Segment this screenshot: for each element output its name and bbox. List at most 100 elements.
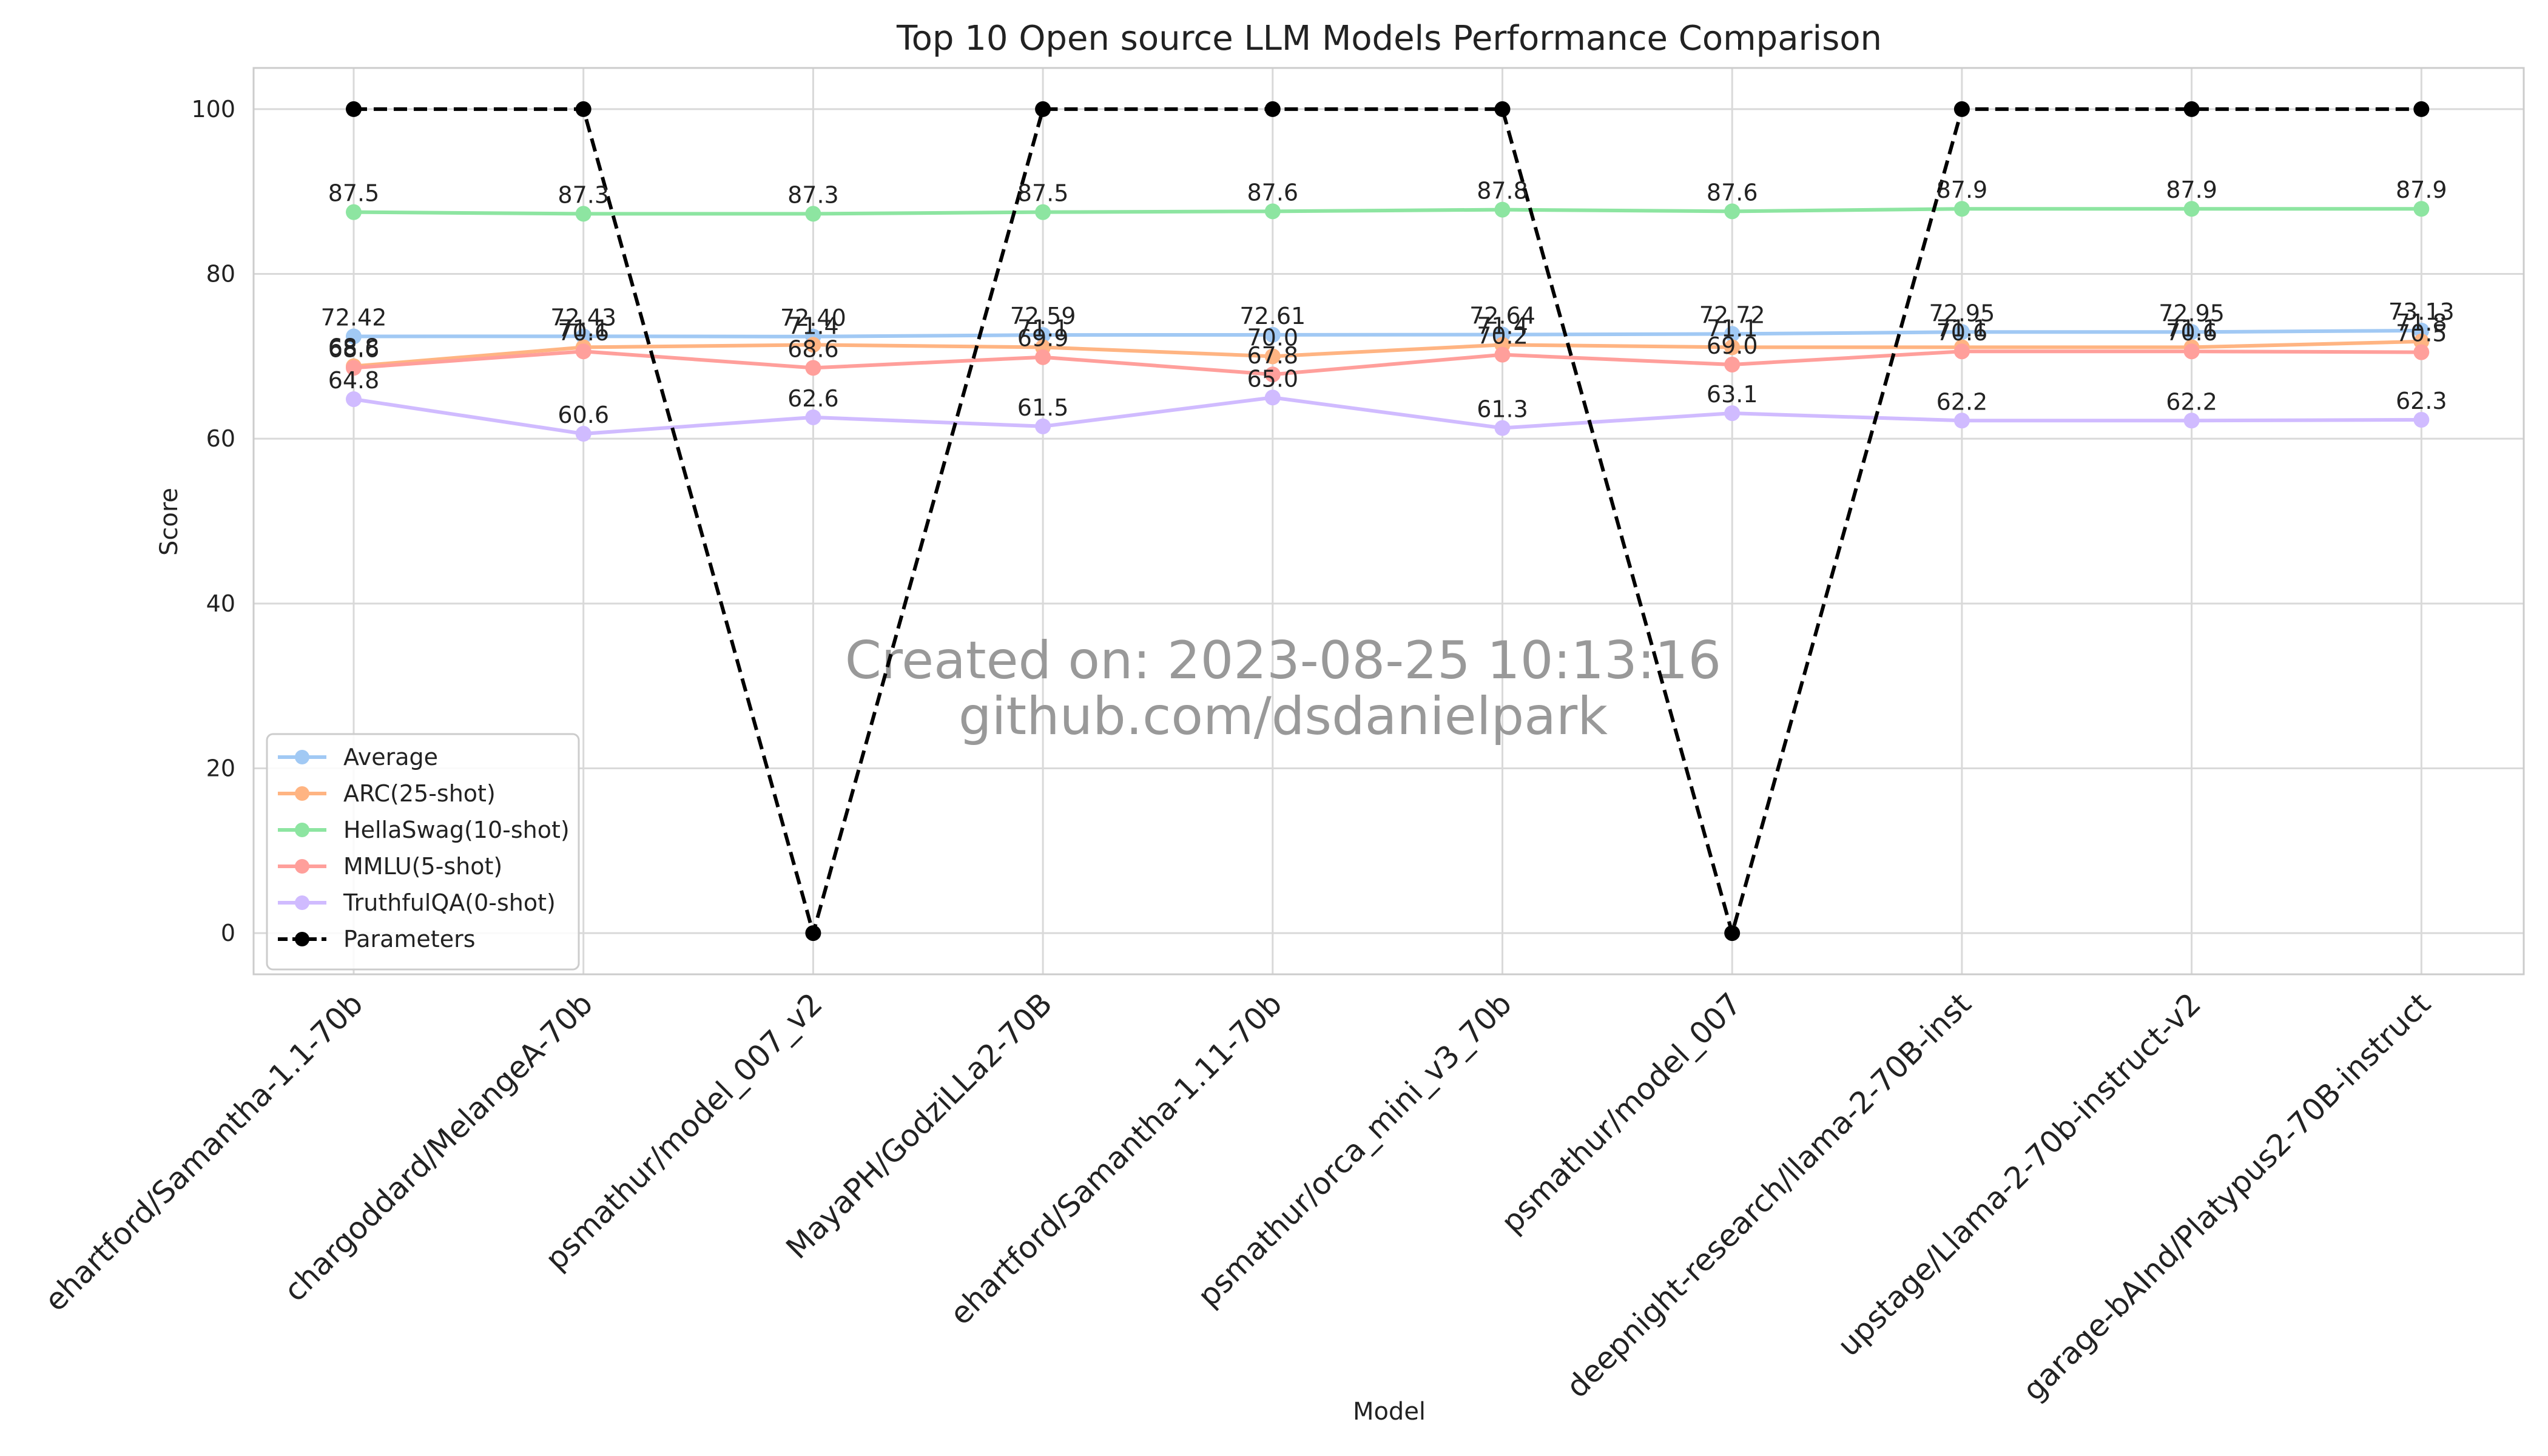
watermark-text: github.com/dsdanielpark [959,686,1608,747]
x-axis-ticks: ehartford/Samantha-1.1-70bchargoddard/Me… [38,986,2438,1407]
data-point [1953,324,1970,340]
data-point [805,337,821,353]
data-point [2183,324,2200,340]
data-label: 87.6 [1247,179,1298,206]
data-label: 71.1 [2166,315,2217,342]
legend-swatch-marker [295,750,309,764]
data-label: 72.61 [1239,303,1306,329]
data-point [805,360,821,376]
data-label: 68.8 [328,334,380,361]
data-point [2183,413,2200,429]
y-axis-label: Score [155,488,183,556]
data-label: 62.2 [2166,388,2217,415]
data-label: 87.3 [787,181,839,208]
data-labels: 72.42 72.43 72.40 72.59 72.61 72.64 72.72 72.95… [321,177,2455,428]
data-label: 61.5 [1017,394,1069,421]
legend-swatch-marker [295,823,309,837]
y-tick-label: 100 [191,96,235,123]
series-line [353,339,2422,368]
data-label: 87.6 [1707,179,1758,206]
data-label: 62.6 [787,385,839,412]
data-point [805,409,821,425]
legend-item: Parameters [278,926,476,952]
series-line [353,396,2422,436]
data-label: 87.8 [1477,178,1528,204]
data-point [575,426,592,442]
data-label: 72.64 [1469,303,1535,329]
x-tick-label: garage-bAInd/Platypus2-70B-instruct [2016,986,2438,1407]
legend-item: TruthfulQA(0-shot) [278,889,556,916]
data-point [1035,349,1051,365]
y-axis-ticks: 0 20 40 60 80 100 [191,96,235,946]
legend-swatch-marker [295,859,309,874]
data-point [1264,389,1281,406]
x-tick-label: psmathur/model_007_v2 [538,986,829,1276]
series-line [353,349,2422,377]
data-label: 72.40 [780,305,846,331]
data-point [575,101,592,117]
data-label: 70.6 [1936,319,1988,346]
data-point [346,204,362,220]
x-tick-label: MayaPH/GodziLLa2-70B [780,986,1059,1266]
legend: Average ARC(25-shot) HellaSwag(10-shot) MML… [266,733,580,971]
data-label: 70.6 [2166,319,2217,346]
data-point [1724,203,1741,220]
legend-label: MMLU(5-shot) [343,853,502,880]
chart-title: Top 10 Open source LLM Models Performanc… [896,19,1882,58]
series-truthfulqa-0-shot- [346,389,2430,442]
data-label: 71.4 [787,312,839,339]
y-tick-label: 20 [206,755,235,781]
series-average [346,322,2430,345]
data-label: 72.72 [1699,302,1765,328]
data-point [1035,418,1051,434]
data-point [1264,203,1281,220]
data-point [1264,326,1281,343]
y-tick-label: 80 [206,261,235,288]
data-point [2413,344,2430,360]
data-point [805,206,821,222]
data-label: 72.59 [1010,303,1076,329]
watermark: Created on: 2023-08-25 10:13:16github.co… [845,630,1722,747]
data-point [2413,101,2430,117]
data-label: 68.6 [328,335,380,362]
data-point [1724,356,1741,372]
data-point [2413,322,2430,339]
data-label: 87.3 [558,181,609,208]
legend-item: HellaSwag(10-shot) [278,817,570,843]
series-line [354,107,2422,935]
legend-label: HellaSwag(10-shot) [343,817,570,843]
data-label: 72.95 [1929,300,1995,326]
data-point [2413,411,2430,428]
data-label: 64.8 [328,367,380,394]
y-tick-label: 40 [206,590,235,617]
x-axis-label: Model [1353,1398,1426,1426]
data-label: 69.0 [1707,332,1758,359]
data-point [575,343,592,360]
data-point [1264,366,1281,383]
data-point [575,328,592,345]
data-label: 87.9 [2166,177,2217,203]
data-point [1724,326,1741,342]
data-point [346,360,362,376]
data-point [1035,101,1051,117]
data-label: 71.8 [2396,309,2447,336]
legend-label: TruthfulQA(0-shot) [343,889,556,916]
data-label: 73.13 [2388,298,2455,325]
data-label: 72.95 [2159,300,2225,326]
legend-swatch-marker [295,932,309,946]
data-label: 87.5 [328,180,380,207]
data-point [1953,343,1970,360]
data-label: 87.9 [2396,177,2447,203]
data-point [1724,925,1741,942]
data-point [1035,327,1051,343]
data-label: 70.6 [558,319,609,346]
data-point [1494,420,1511,436]
series-layer [346,101,2430,942]
plot-frame [252,67,2525,976]
data-label: 61.3 [1477,396,1528,423]
legend-box [266,733,580,971]
series-hellaswag-10-shot- [346,201,2430,222]
data-label: 71.1 [558,315,609,342]
data-point [2413,201,2430,217]
